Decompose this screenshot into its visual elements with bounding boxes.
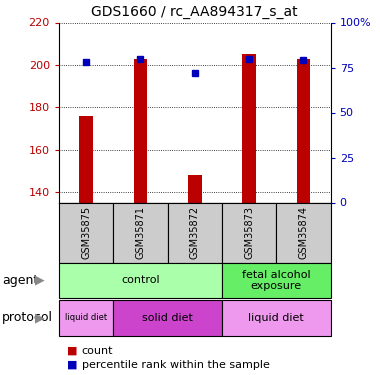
Text: liquid diet: liquid diet bbox=[249, 313, 304, 323]
Text: GSM35872: GSM35872 bbox=[190, 206, 200, 259]
Text: ▶: ▶ bbox=[35, 311, 45, 324]
Bar bbox=[59, 202, 113, 262]
Text: protocol: protocol bbox=[2, 311, 53, 324]
Text: liquid diet: liquid diet bbox=[65, 314, 107, 322]
Bar bbox=[134, 58, 147, 202]
Bar bbox=[168, 202, 222, 262]
Bar bbox=[297, 58, 310, 202]
Text: GSM35873: GSM35873 bbox=[244, 206, 254, 259]
Text: fetal alcohol
exposure: fetal alcohol exposure bbox=[242, 270, 310, 291]
Bar bbox=[188, 175, 201, 202]
Text: ■: ■ bbox=[66, 360, 77, 369]
Text: GSM35874: GSM35874 bbox=[298, 206, 309, 259]
Bar bbox=[113, 202, 168, 262]
Text: solid diet: solid diet bbox=[142, 313, 193, 323]
Text: percentile rank within the sample: percentile rank within the sample bbox=[82, 360, 269, 369]
Bar bbox=[222, 300, 331, 336]
Bar bbox=[222, 262, 331, 298]
Bar bbox=[276, 202, 331, 262]
Bar bbox=[59, 300, 113, 336]
Text: count: count bbox=[82, 346, 113, 355]
Text: control: control bbox=[121, 275, 160, 285]
Text: ▶: ▶ bbox=[35, 274, 45, 287]
Text: ■: ■ bbox=[66, 346, 77, 355]
Bar bbox=[59, 262, 222, 298]
Bar bbox=[113, 300, 222, 336]
Text: GSM35875: GSM35875 bbox=[81, 206, 91, 259]
Bar bbox=[242, 54, 256, 202]
Text: GSM35871: GSM35871 bbox=[135, 206, 146, 259]
Bar bbox=[222, 202, 276, 262]
Title: GDS1660 / rc_AA894317_s_at: GDS1660 / rc_AA894317_s_at bbox=[92, 5, 298, 19]
Bar bbox=[79, 116, 93, 202]
Text: agent: agent bbox=[2, 274, 38, 287]
